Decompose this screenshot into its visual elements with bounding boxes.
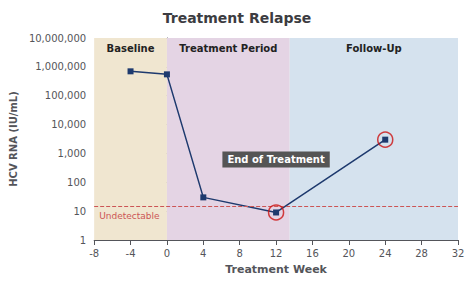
svg-text:Treatment Period: Treatment Period <box>179 43 277 54</box>
svg-text:24: 24 <box>379 248 392 259</box>
svg-text:28: 28 <box>415 248 428 259</box>
svg-text:1,000: 1,000 <box>58 148 87 159</box>
svg-text:End of Treatment: End of Treatment <box>227 154 325 165</box>
svg-text:0: 0 <box>164 248 170 259</box>
svg-text:HCV RNA (IU/mL): HCV RNA (IU/mL) <box>8 91 19 187</box>
svg-text:16: 16 <box>306 248 319 259</box>
svg-text:32: 32 <box>452 248 465 259</box>
svg-text:Treatment Relapse: Treatment Relapse <box>163 10 312 26</box>
svg-text:-4: -4 <box>126 248 136 259</box>
svg-text:1: 1 <box>80 235 86 246</box>
svg-text:Baseline: Baseline <box>107 43 155 54</box>
svg-text:12: 12 <box>270 248 283 259</box>
svg-text:10,000: 10,000 <box>51 119 86 130</box>
svg-text:-8: -8 <box>89 248 99 259</box>
svg-text:Undetectable: Undetectable <box>99 211 160 221</box>
svg-text:20: 20 <box>342 248 355 259</box>
svg-text:8: 8 <box>237 248 243 259</box>
svg-text:100,000: 100,000 <box>45 90 86 101</box>
svg-text:Follow-Up: Follow-Up <box>346 43 402 54</box>
svg-text:4: 4 <box>200 248 206 259</box>
svg-text:100: 100 <box>67 177 86 188</box>
svg-text:1,000,000: 1,000,000 <box>35 61 86 72</box>
svg-text:10: 10 <box>73 206 86 217</box>
svg-text:10,000,000: 10,000,000 <box>29 33 86 44</box>
svg-text:Treatment Week: Treatment Week <box>225 263 327 276</box>
